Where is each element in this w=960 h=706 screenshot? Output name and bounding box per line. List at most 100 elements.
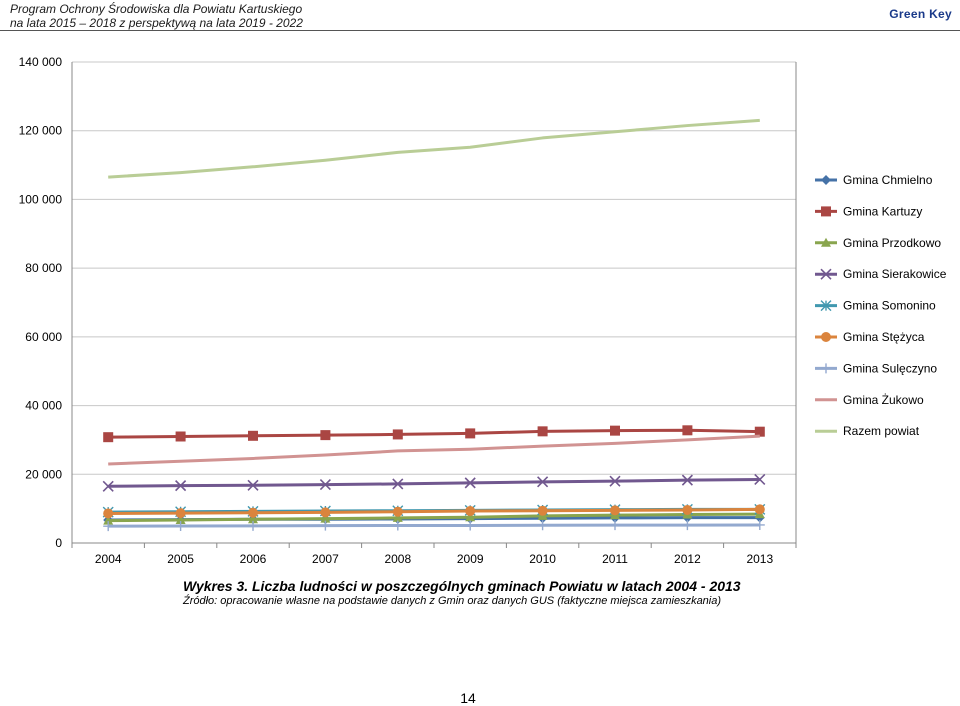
data-point	[392, 478, 404, 490]
data-point	[610, 505, 620, 516]
legend-item: Gmina Chmielno	[815, 173, 933, 187]
data-point	[392, 520, 403, 531]
legend-marker	[821, 363, 831, 374]
y-tick-label: 20 000	[25, 467, 62, 481]
document-title-line-1: Program Ochrony Środowiska dla Powiatu K…	[10, 2, 303, 16]
data-point	[320, 507, 331, 518]
data-point	[175, 480, 187, 492]
y-tick-label: 80 000	[25, 261, 62, 275]
legend-item: Gmina Sulęczyno	[815, 361, 937, 375]
series-line	[108, 428, 760, 439]
series-line	[108, 477, 760, 488]
axes: 0 20 000 40 000 60 000 80 000 100 000 120 000 1…	[19, 55, 797, 566]
series-line	[108, 523, 760, 528]
data-point	[465, 428, 476, 439]
series-gmina-sierakowice	[102, 473, 766, 492]
data-point	[754, 473, 766, 486]
data-point	[248, 514, 258, 524]
legend-marker	[820, 268, 832, 280]
data-point	[248, 520, 258, 531]
data-point	[248, 507, 258, 518]
page-header: Program Ochrony Środowiska dla Powiatu K…	[0, 0, 960, 31]
series-line	[108, 118, 760, 179]
data-point	[248, 430, 258, 441]
x-tick-label: 2009	[457, 552, 484, 566]
data-point	[754, 504, 765, 515]
x-tick-label: 2006	[240, 552, 267, 566]
series-line	[108, 512, 760, 523]
data-point	[320, 520, 331, 531]
legend-label: Gmina Sulęczyno	[843, 361, 937, 375]
data-point	[175, 514, 186, 524]
legend: Gmina Chmielno Gmina Kartuzy Gmina Przodko…	[815, 173, 947, 438]
legend-label: Gmina Kartuzy	[843, 204, 922, 218]
legend-label: Gmina Przodkowo	[843, 236, 941, 250]
y-tick-label: 0	[55, 536, 62, 550]
legend-marker	[820, 300, 832, 312]
figure-caption: Wykres 3. Liczba ludności w poszczególny…	[183, 578, 883, 608]
x-tick-label: 2005	[167, 552, 194, 566]
data-point	[609, 475, 621, 487]
x-tick-label: 2013	[746, 552, 773, 566]
data-point	[247, 479, 259, 491]
series-lines	[102, 118, 766, 532]
series-razem-powiat	[108, 118, 760, 179]
data-point	[682, 505, 693, 516]
data-point	[319, 479, 331, 491]
legend-label: Gmina Stężyca	[843, 330, 925, 344]
data-point	[175, 508, 186, 519]
data-point	[175, 520, 186, 531]
series-line	[108, 507, 760, 515]
legend-label: Gmina Somonino	[843, 299, 936, 313]
legend-item: Razem powiat	[815, 424, 920, 438]
legend-marker	[821, 206, 831, 217]
legend-marker	[821, 175, 831, 185]
x-tick-label: 2004	[95, 552, 122, 566]
x-tick-label: 2010	[529, 552, 556, 566]
data-point	[754, 519, 765, 530]
y-tick-label: 40 000	[25, 399, 62, 413]
data-point	[465, 506, 476, 517]
data-point	[175, 431, 186, 442]
document-title-line-2: na lata 2015 – 2018 z perspektywą na lat…	[10, 16, 303, 30]
data-point	[465, 520, 476, 531]
legend-item: Gmina Sierakowice	[815, 267, 947, 281]
legend-marker	[821, 332, 831, 342]
data-point	[392, 506, 403, 517]
data-point	[754, 426, 765, 437]
document-title: Program Ochrony Środowiska dla Powiatu K…	[10, 2, 303, 30]
legend-label: Razem powiat	[843, 424, 920, 438]
data-point	[537, 426, 548, 437]
data-point	[537, 505, 548, 516]
y-tick-label: 100 000	[19, 192, 63, 206]
data-point	[465, 512, 476, 522]
data-point	[464, 477, 476, 489]
data-point	[103, 515, 114, 525]
y-tick-label: 120 000	[19, 124, 63, 138]
data-point	[392, 429, 403, 440]
data-point	[610, 520, 620, 531]
data-point	[103, 508, 114, 519]
figure-title: Wykres 3. Liczba ludności w poszczególny…	[183, 578, 741, 594]
legend-label: Gmina Chmielno	[843, 173, 933, 187]
figure-source: Źródło: opracowanie własne na podstawie …	[183, 595, 722, 607]
data-point	[610, 425, 620, 436]
data-point	[392, 512, 403, 522]
header-divider	[0, 30, 960, 31]
data-point	[103, 432, 114, 443]
legend-marker	[821, 237, 831, 247]
y-tick-label: 60 000	[25, 330, 62, 344]
x-tick-label: 2008	[384, 552, 411, 566]
legend-item: Gmina Żukowo	[815, 393, 924, 407]
data-point	[682, 520, 693, 531]
series-gmina-st-yca	[103, 504, 765, 519]
legend-item: Gmina Somonino	[815, 299, 936, 313]
legend-label: Gmina Sierakowice	[843, 267, 947, 281]
population-line-chart: 0 20 000 40 000 60 000 80 000 100 000 120 000 1…	[19, 55, 947, 566]
data-point	[681, 474, 693, 486]
page-number: 14	[460, 690, 476, 706]
series-line	[108, 434, 760, 466]
data-point	[320, 430, 331, 441]
legend-item: Gmina Stężyca	[815, 330, 925, 344]
company-name: Green Key	[889, 7, 952, 21]
